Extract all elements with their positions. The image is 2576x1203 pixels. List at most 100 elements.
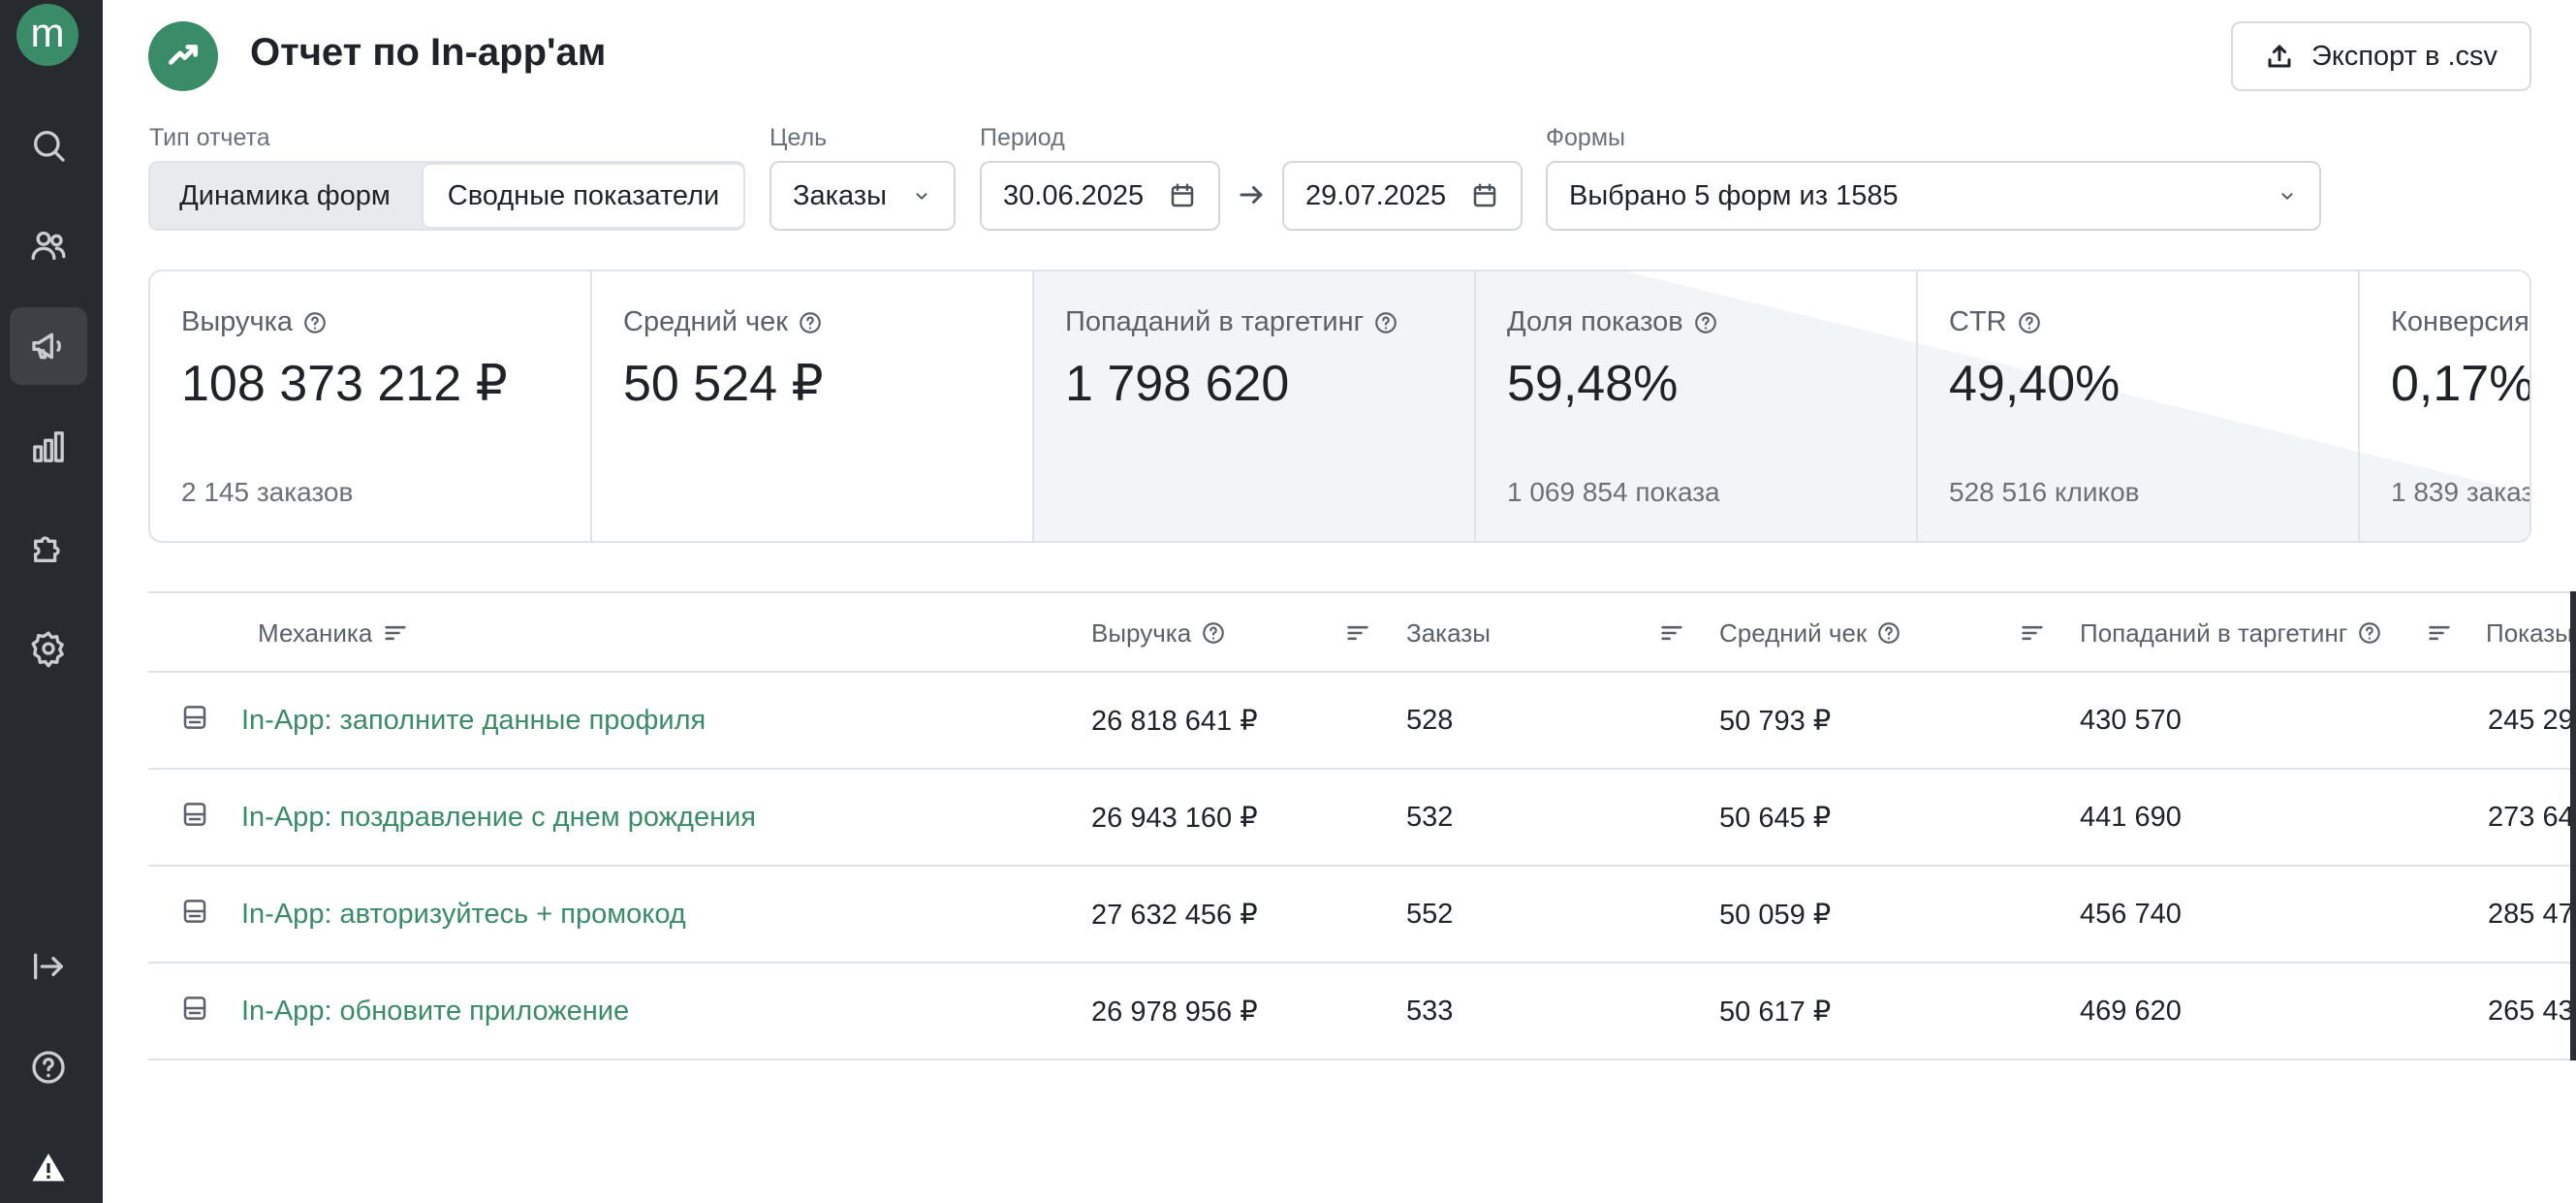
row-name-link[interactable]: In-App: обновите приложение (241, 995, 630, 1027)
metric-card-ctr: CTR 49,40% 528 516 кликов (1918, 271, 2360, 541)
period-label: Период (980, 124, 1065, 151)
row-revenue: 26 943 160 ₽ (1091, 802, 1258, 834)
table-row[interactable]: In-App: поздравление с днем рождения 26 … (148, 770, 2576, 867)
forms-select[interactable]: Выбрано 5 форм из 1585 (1546, 161, 2321, 231)
sidebar: m (0, 0, 103, 1203)
customers-nav-button[interactable] (10, 206, 87, 284)
report-type-switch: Динамика форм Сводные показатели (148, 161, 745, 231)
goal-select[interactable]: Заказы (770, 161, 956, 231)
table-header: Механика Выручка Заказы Средний чек Попа… (148, 591, 2576, 673)
date-to-value: 29.07.2025 (1305, 179, 1447, 211)
table-row[interactable]: In-App: обновите приложение 26 978 956 ₽… (148, 964, 2576, 1061)
date-from-input[interactable]: 30.06.2025 (980, 161, 1220, 231)
row-name-link[interactable]: In-App: авторизуйтесь + промокод (241, 898, 686, 930)
metric-value: 49,40% (1949, 356, 2120, 412)
users-icon (31, 231, 66, 260)
column-header-targeting[interactable]: Попаданий в таргетинг (2080, 593, 2382, 673)
column-label: Показы (2486, 617, 2573, 648)
form-icon (180, 897, 209, 926)
report-type-summary[interactable]: Сводные показатели (422, 163, 745, 229)
help-icon[interactable] (302, 310, 328, 335)
row-revenue: 26 818 641 ₽ (1091, 705, 1258, 737)
integrations-nav-button[interactable] (10, 509, 87, 586)
column-header-shows[interactable]: Показы (2486, 593, 2573, 673)
table-scrollbar[interactable] (2570, 591, 2576, 1061)
row-orders: 552 (1406, 898, 1454, 930)
upload-icon (2268, 45, 2291, 68)
chevron-down-icon (916, 193, 927, 200)
row-revenue: 26 978 956 ₽ (1091, 996, 1258, 1028)
search-nav-button[interactable] (10, 107, 87, 184)
date-from-value: 30.06.2025 (1003, 179, 1145, 211)
help-nav-button[interactable] (10, 1029, 87, 1106)
column-header-orders[interactable]: Заказы (1406, 593, 1491, 673)
sort-icon[interactable] (1658, 619, 1685, 647)
metric-card-avg-check: Средний чек 50 524 ₽ (592, 271, 1034, 541)
help-icon[interactable] (1201, 620, 1226, 646)
table-row[interactable]: In-App: авторизуйтесь + промокод 27 632 … (148, 867, 2576, 964)
metric-subvalue: 1 839 заказов (2391, 477, 2531, 507)
sort-icon[interactable] (382, 619, 409, 647)
report-type-label: Тип отчета (149, 124, 270, 151)
logout-nav-button[interactable] (10, 928, 87, 1005)
sort-icon[interactable] (2019, 619, 2046, 647)
metric-label: Попаданий в таргетинг (1065, 306, 1365, 337)
row-shows: 265 43 (2488, 995, 2574, 1027)
megaphone-icon (32, 332, 61, 360)
help-icon[interactable] (1693, 310, 1718, 335)
chevron-down-icon (2281, 193, 2293, 200)
column-header-mechanics[interactable]: Механика (258, 593, 409, 673)
goal-label: Цель (770, 124, 828, 151)
help-icon[interactable] (1373, 310, 1398, 335)
metric-subvalue: 2 145 заказов (181, 477, 354, 507)
calendar-icon (1171, 183, 1194, 207)
row-name-link[interactable]: In-App: поздравление с днем рождения (241, 801, 757, 833)
sort-icon[interactable] (2426, 619, 2453, 647)
help-icon (32, 1051, 65, 1084)
campaigns-nav-button[interactable] (10, 307, 87, 385)
gear-icon (31, 631, 64, 668)
row-shows: 245 29 (2488, 704, 2574, 736)
analytics-nav-button[interactable] (10, 408, 87, 486)
puzzle-icon (34, 536, 60, 562)
column-label: Средний чек (1719, 617, 1868, 648)
help-icon[interactable] (798, 310, 823, 335)
metric-card-revenue: Выручка 108 373 212 ₽ 2 145 заказов (150, 271, 592, 541)
metric-card-show-share: Доля показов 59,48% 1 069 854 показа (1476, 271, 1918, 541)
trending-up-icon (168, 45, 199, 65)
row-orders: 532 (1406, 801, 1454, 833)
sort-icon[interactable] (1344, 619, 1371, 647)
report-type-dynamics[interactable]: Динамика форм (179, 179, 391, 211)
export-label: Экспорт в .csv (2310, 40, 2498, 72)
warning-icon (32, 1154, 65, 1182)
metric-label: Выручка (181, 306, 294, 337)
row-avg-check: 50 059 ₽ (1719, 899, 1832, 931)
row-shows: 273 64 (2488, 801, 2574, 833)
metric-subvalue: 1 069 854 показа (1507, 477, 1720, 507)
help-icon[interactable] (2357, 620, 2382, 646)
column-header-revenue[interactable]: Выручка (1091, 593, 1226, 673)
row-targeting: 469 620 (2080, 995, 2182, 1027)
alerts-nav-button[interactable] (10, 1129, 87, 1203)
calendar-icon (1473, 183, 1496, 207)
metric-label: Конверсия (2391, 306, 2529, 337)
forms-table: Механика Выручка Заказы Средний чек Попа… (148, 591, 2576, 1061)
help-icon[interactable] (2017, 310, 2042, 335)
metric-value: 50 524 ₽ (623, 356, 824, 412)
metric-value: 0,17% (2391, 356, 2531, 412)
row-targeting: 441 690 (2080, 801, 2182, 833)
row-targeting: 456 740 (2080, 898, 2182, 930)
form-icon (180, 703, 209, 732)
logout-icon (34, 953, 63, 980)
settings-nav-button[interactable] (10, 610, 87, 687)
export-csv-button[interactable]: Экспорт в .csv (2231, 21, 2531, 91)
table-row[interactable]: In-App: заполните данные профиля 26 818 … (148, 673, 2576, 770)
row-name-link[interactable]: In-App: заполните данные профиля (241, 704, 707, 736)
app-logo[interactable]: m (16, 4, 79, 66)
metric-card-conversion: Конверсия 0,17% 1 839 заказов (2360, 271, 2531, 541)
date-to-input[interactable]: 29.07.2025 (1282, 161, 1523, 231)
help-icon[interactable] (1876, 620, 1901, 646)
metric-label: CTR (1949, 306, 2007, 337)
column-label: Заказы (1406, 617, 1491, 648)
column-header-avg-check[interactable]: Средний чек (1719, 593, 1901, 673)
